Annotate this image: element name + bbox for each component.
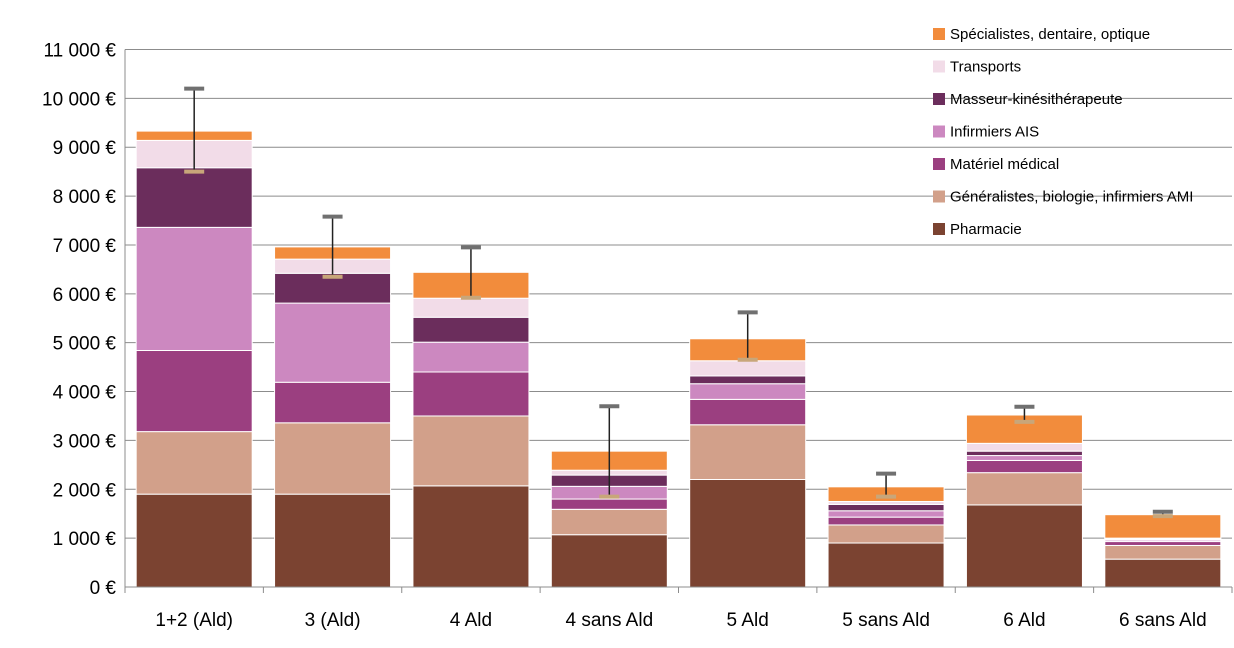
legend-swatch <box>933 60 945 73</box>
bar-segment <box>689 398 807 426</box>
bar-segment <box>550 508 668 536</box>
bar-segment <box>689 424 807 481</box>
bar-segment <box>827 503 945 512</box>
bar-segment <box>412 316 530 343</box>
bar-segment <box>1104 558 1222 588</box>
y-tick-label: 2 000 € <box>53 480 117 501</box>
bar-segment <box>274 381 392 424</box>
bar-segment <box>827 510 945 518</box>
bar-segment <box>827 516 945 526</box>
y-tick-label: 7 000 € <box>53 236 117 257</box>
y-tick-label: 1 000 € <box>53 529 117 550</box>
bar-segment <box>689 375 807 385</box>
x-tick-label: 1+2 (Ald) <box>155 610 233 631</box>
legend: Spécialistes, dentaire, optique Transport… <box>933 26 1193 238</box>
bar-segment <box>412 297 530 318</box>
x-tick-label: 4 sans Ald <box>565 610 653 631</box>
y-tick-label: 9 000 € <box>53 138 117 159</box>
legend-label: Spécialistes, dentaire, optique <box>950 26 1150 43</box>
legend-swatch <box>933 190 945 203</box>
x-tick-label: 6 Ald <box>1003 610 1045 631</box>
bar-segment <box>550 498 668 510</box>
bar-segment <box>135 350 253 433</box>
x-tick-label: 5 sans Ald <box>842 610 930 631</box>
legend-label: Matériel médical <box>950 156 1059 173</box>
legend-swatch <box>933 158 945 170</box>
bar-segment <box>274 302 392 383</box>
legend-label: Transports <box>950 59 1021 76</box>
legend-label: Pharmacie <box>950 221 1022 238</box>
x-tick-label: 6 sans Ald <box>1119 610 1207 631</box>
y-tick-label: 6 000 € <box>53 285 117 306</box>
bar-segment <box>965 442 1083 452</box>
y-tick-label: 5 000 € <box>53 334 117 355</box>
bar-segment <box>689 360 807 377</box>
x-tick-label: 3 (Ald) <box>305 610 361 631</box>
legend-label: Masseur-kinésithérapeute <box>950 91 1123 108</box>
bars <box>135 130 1222 588</box>
bar-segment <box>135 226 253 351</box>
bar-segment <box>135 167 253 228</box>
bar-segment <box>550 534 668 588</box>
bar-segment <box>135 493 253 588</box>
y-tick-label: 4 000 € <box>53 383 117 404</box>
bar-segment <box>965 504 1083 588</box>
y-tick-label: 0 € <box>90 578 117 599</box>
bar-segment <box>827 542 945 588</box>
bar-segment <box>965 472 1083 506</box>
bar-segment <box>1104 514 1222 539</box>
bar-segment <box>965 455 1083 461</box>
bar-segment <box>1104 541 1222 546</box>
bar-segment <box>689 479 807 588</box>
bar-segment <box>965 459 1083 474</box>
x-axis: 1+2 (Ald) 3 (Ald) 4 Ald 4 sans Ald 5 Ald 5 sa… <box>124 586 1233 631</box>
y-tick-label: 10 000 € <box>42 89 116 110</box>
legend-label: Généralistes, biologie, infirmiers AMI <box>950 189 1193 206</box>
bar-segment <box>827 524 945 544</box>
y-tick-label: 8 000 € <box>53 187 117 208</box>
legend-swatch <box>933 223 945 235</box>
bar-segment <box>274 493 392 588</box>
legend-swatch <box>933 93 945 105</box>
bar-segment <box>274 422 392 495</box>
bar-segment <box>965 450 1083 457</box>
bar-segment <box>135 431 253 495</box>
error-bars <box>184 86 1173 519</box>
x-tick-label: 5 Ald <box>727 610 769 631</box>
bar-segment <box>412 341 530 373</box>
legend-label: Infirmiers AIS <box>950 124 1039 141</box>
bar-segment <box>1104 544 1222 560</box>
legend-swatch <box>933 28 945 40</box>
bar-segment <box>412 415 530 487</box>
y-tick-label: 11 000 € <box>43 41 116 62</box>
y-axis: 0 € 1 000 € 2 000 € 3 000 € 4 000 € 5 000 € 6 … <box>42 41 126 599</box>
bar-segment <box>689 383 807 400</box>
bar-segment <box>412 485 530 588</box>
bar-segment <box>412 371 530 417</box>
legend-swatch <box>933 125 945 138</box>
x-tick-label: 4 Ald <box>450 610 492 631</box>
y-tick-label: 3 000 € <box>53 431 117 452</box>
